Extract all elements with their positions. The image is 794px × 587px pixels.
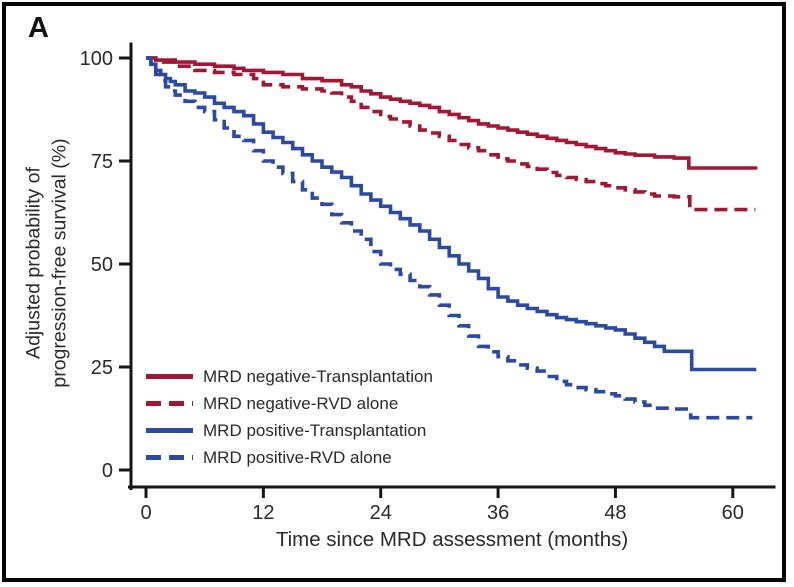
legend-label: MRD positive-RVD alone [203,447,392,467]
x-tick-label: 12 [252,502,274,524]
legend-label: MRD negative-Transplantation [203,366,433,386]
x-tick-label: 0 [140,502,151,524]
y-tick-label: 25 [91,357,113,379]
legend-swatch-solid-blue-icon [146,428,193,433]
legend-swatch-dashed-blue-icon [146,455,193,460]
legend-item-mrd-positive-rvd-alone: MRD positive-RVD alone [146,444,433,471]
x-tick-label: 60 [722,502,744,524]
x-tick-label: 48 [604,502,626,524]
legend-item-mrd-negative-rvd-alone: MRD negative-RVD alone [146,390,433,417]
legend-swatch-solid-red-icon [146,374,193,379]
x-tick-label: 36 [487,502,509,524]
y-tick-label: 75 [91,151,113,173]
panel-label: A [28,12,49,44]
y-tick-label: 50 [91,254,113,276]
y-axis-title-line-2: progression-free survival (%) [48,138,70,388]
legend-item-mrd-negative-transplantation: MRD negative-Transplantation [146,363,433,390]
y-tick-label: 100 [80,48,113,70]
legend-label: MRD positive-Transplantation [203,420,427,440]
legend: MRD negative-Transplantation MRD negativ… [146,363,433,471]
legend-swatch-dashed-red-icon [146,401,193,406]
y-axis-title-line-1: Adjusted probability of [22,167,45,359]
curve-mrd-negative-transplantation [146,56,758,170]
legend-label: MRD negative-RVD alone [203,393,399,413]
curve-mrd-negative-rvd-alone [146,56,756,212]
legend-item-mrd-positive-transplantation: MRD positive-Transplantation [146,417,433,444]
x-axis-title: Time since MRD assessment (months) [275,528,629,551]
curve-mrd-positive-transplantation [146,56,757,372]
curve-mrd-positive-rvd-alone [146,56,753,420]
y-axis-title: Adjusted probability of progression-free… [21,138,72,387]
y-tick-label: 0 [102,460,113,482]
x-tick-label: 24 [370,502,392,524]
